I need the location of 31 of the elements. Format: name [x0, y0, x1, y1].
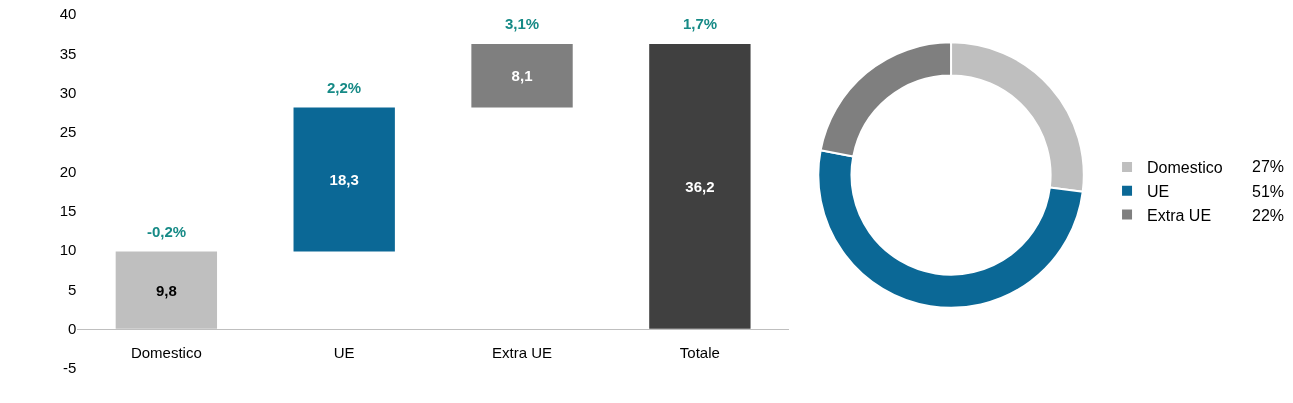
y-tick-label: 15 — [59, 201, 77, 219]
legend-label: UE — [1147, 182, 1170, 200]
annotation: 1,7% — [683, 15, 718, 32]
data-label: 27% — [1252, 158, 1285, 175]
data-label: 36,2 — [685, 177, 715, 195]
bar — [293, 107, 395, 252]
data-label: 18,3 — [329, 171, 359, 189]
x-tick-label: Extra UE — [492, 343, 553, 361]
data-label: 8,1 — [511, 67, 533, 85]
y-tick-label: 35 — [59, 44, 77, 62]
data-label: 51% — [1252, 183, 1285, 200]
x-tick-label: UE — [333, 343, 355, 361]
legend-label: Extra UE — [1147, 206, 1212, 224]
y-tick-label: 10 — [59, 241, 77, 259]
y-tick-label: 20 — [59, 162, 77, 180]
y-tick-label: 0 — [68, 319, 77, 337]
annotation: -0,2% — [147, 223, 187, 240]
data-label: 22% — [1252, 207, 1285, 224]
y-tick-label: 5 — [68, 280, 77, 298]
annotation: 2,2% — [327, 79, 362, 96]
x-tick-label: Domestico — [130, 343, 202, 361]
legend-label: Domestico — [1147, 159, 1223, 177]
y-tick-label: -5 — [63, 359, 77, 377]
y-tick-label: 30 — [59, 83, 77, 101]
x-tick-label: Totale — [679, 343, 720, 361]
bar — [471, 43, 573, 108]
data-label: 9,8 — [155, 281, 177, 299]
y-tick-label: 25 — [59, 123, 77, 141]
annotation: 3,1% — [505, 15, 540, 32]
bar — [649, 43, 751, 329]
y-tick-label: 40 — [59, 5, 77, 23]
